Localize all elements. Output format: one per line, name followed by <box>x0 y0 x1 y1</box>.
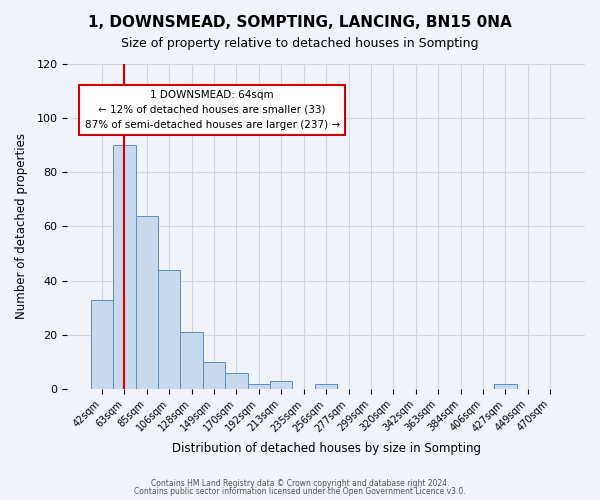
Text: 1, DOWNSMEAD, SOMPTING, LANCING, BN15 0NA: 1, DOWNSMEAD, SOMPTING, LANCING, BN15 0N… <box>88 15 512 30</box>
Bar <box>136 216 158 389</box>
Text: Size of property relative to detached houses in Sompting: Size of property relative to detached ho… <box>121 38 479 51</box>
Bar <box>225 372 248 389</box>
Bar <box>158 270 181 389</box>
Bar <box>494 384 517 389</box>
Text: Contains HM Land Registry data © Crown copyright and database right 2024.: Contains HM Land Registry data © Crown c… <box>151 478 449 488</box>
Bar <box>91 300 113 389</box>
Y-axis label: Number of detached properties: Number of detached properties <box>15 134 28 320</box>
Text: Contains public sector information licensed under the Open Government Licence v3: Contains public sector information licen… <box>134 487 466 496</box>
Bar <box>248 384 270 389</box>
Bar <box>113 145 136 389</box>
X-axis label: Distribution of detached houses by size in Sompting: Distribution of detached houses by size … <box>172 442 481 455</box>
Text: 1 DOWNSMEAD: 64sqm
← 12% of detached houses are smaller (33)
87% of semi-detache: 1 DOWNSMEAD: 64sqm ← 12% of detached hou… <box>85 90 340 130</box>
Bar <box>270 381 292 389</box>
Bar <box>203 362 225 389</box>
Bar <box>181 332 203 389</box>
Bar <box>315 384 337 389</box>
